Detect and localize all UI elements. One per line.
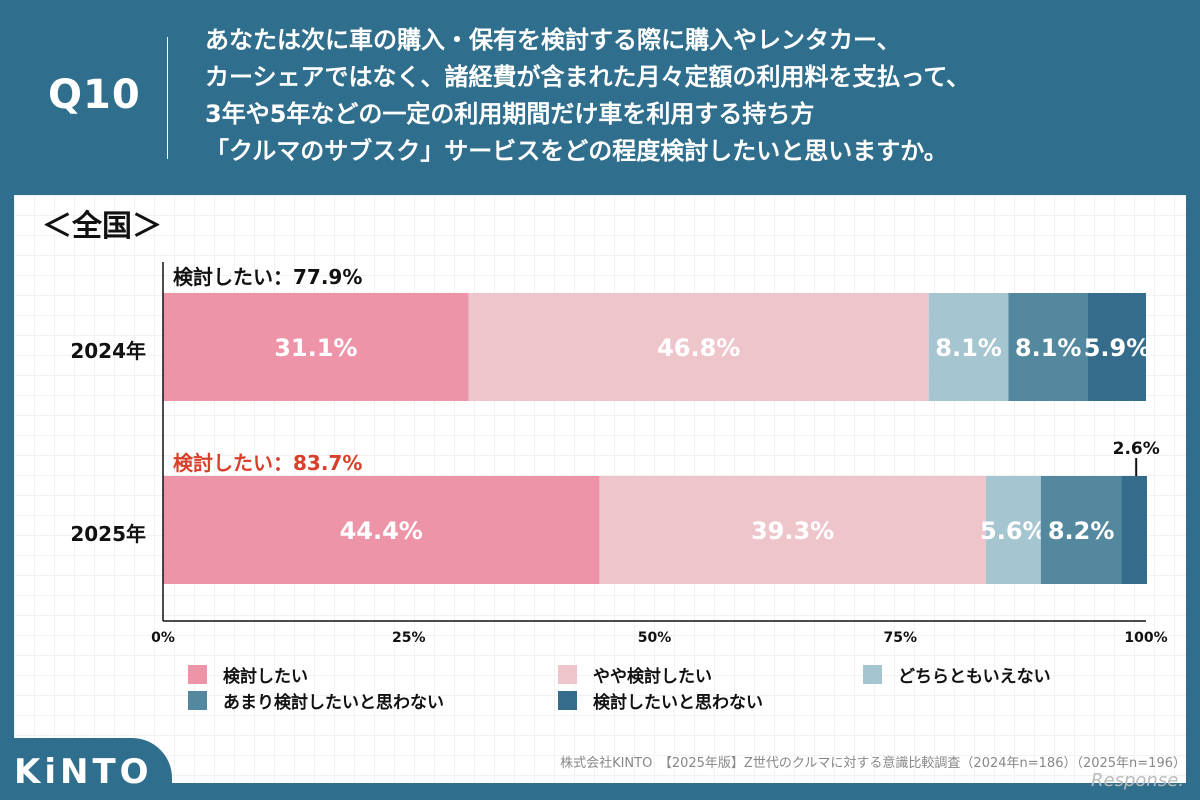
- question-line: 3年や5年などの一定の利用期間だけ車を利用する持ち方: [205, 100, 815, 128]
- bar-segment: [468, 293, 929, 401]
- source-note: 株式会社KINTO 【2025年版】Z世代のクルマに対する意識比較調査（2024…: [560, 756, 1186, 771]
- x-tick-label: 25%: [392, 630, 426, 646]
- legend-label: 検討したい: [223, 667, 308, 687]
- header-divider: [167, 37, 168, 159]
- summary-label: 検討したい：83.7%: [173, 451, 362, 475]
- question-text: あなたは次に車の購入・保有を検討する際に購入やレンタカー、 カーシェアではなく、…: [205, 22, 970, 170]
- brand-tab: [0, 738, 172, 800]
- bar-segment: [928, 293, 1009, 401]
- question-number: Q10: [48, 72, 141, 118]
- data-label: 31.1%: [274, 334, 357, 362]
- legend-swatch: [558, 665, 577, 684]
- legend-item: どちらともいえない: [863, 662, 1051, 687]
- question-line: 「クルマのサブスク」サービスをどの程度検討したいと思いますか。: [205, 137, 948, 165]
- legend-label: 検討したいと思わない: [593, 693, 763, 713]
- legend-label: どちらともいえない: [898, 667, 1051, 687]
- bar-segment: [599, 476, 986, 584]
- bar-segment: [1008, 293, 1089, 401]
- x-tick-label: 50%: [638, 630, 672, 646]
- question-line: あなたは次に車の購入・保有を検討する際に購入やレンタカー、: [205, 26, 901, 54]
- legend: 検討したい やや検討したい どちらともいえない あまり検討したいと思わない 検討…: [188, 662, 1168, 718]
- category-label: 2024年: [70, 339, 146, 363]
- summary-label: 検討したい：77.9%: [173, 265, 362, 289]
- header: Q10 あなたは次に車の購入・保有を検討する際に購入やレンタカー、 カーシェアで…: [0, 0, 1200, 195]
- legend-item: 検討したい: [188, 662, 308, 687]
- bar-segment: [1088, 293, 1146, 401]
- data-label: 5.6%: [980, 517, 1047, 545]
- legend-swatch: [188, 665, 207, 684]
- legend-label: やや検討したい: [593, 667, 712, 687]
- data-label: 8.1%: [935, 334, 1002, 362]
- data-label: 39.3%: [751, 517, 834, 545]
- legend-item: あまり検討したいと思わない: [188, 688, 444, 713]
- data-label: 5.9%: [1084, 334, 1151, 362]
- bar-segment: [1121, 476, 1147, 584]
- legend-swatch: [188, 691, 207, 710]
- data-label: 44.4%: [340, 517, 423, 545]
- x-tick-label: 100%: [1124, 630, 1167, 646]
- kinto-logo: KiNTO: [14, 752, 153, 792]
- data-label: 46.8%: [657, 334, 740, 362]
- x-tick-label: 0%: [151, 630, 175, 646]
- question-line: カーシェアではなく、諸経費が含まれた月々定額の利用料を支払って、: [205, 63, 971, 91]
- bar-segment: [985, 476, 1041, 584]
- response-watermark: Response.: [1091, 770, 1184, 791]
- data-label: 8.1%: [1015, 334, 1082, 362]
- legend-swatch: [558, 691, 577, 710]
- category-label: 2025年: [70, 522, 146, 546]
- legend-label: あまり検討したいと思わない: [223, 693, 444, 713]
- x-tick-label: 75%: [883, 630, 917, 646]
- legend-swatch: [863, 665, 882, 684]
- bar-segment: [163, 476, 600, 584]
- legend-item: 検討したいと思わない: [558, 688, 763, 713]
- data-label: 8.2%: [1048, 517, 1115, 545]
- region-label: ＜全国＞: [42, 209, 162, 244]
- bar-segment: [1040, 476, 1122, 584]
- data-label: 2.6%: [1113, 439, 1160, 459]
- bar-segment: [163, 293, 469, 401]
- legend-item: やや検討したい: [558, 662, 712, 687]
